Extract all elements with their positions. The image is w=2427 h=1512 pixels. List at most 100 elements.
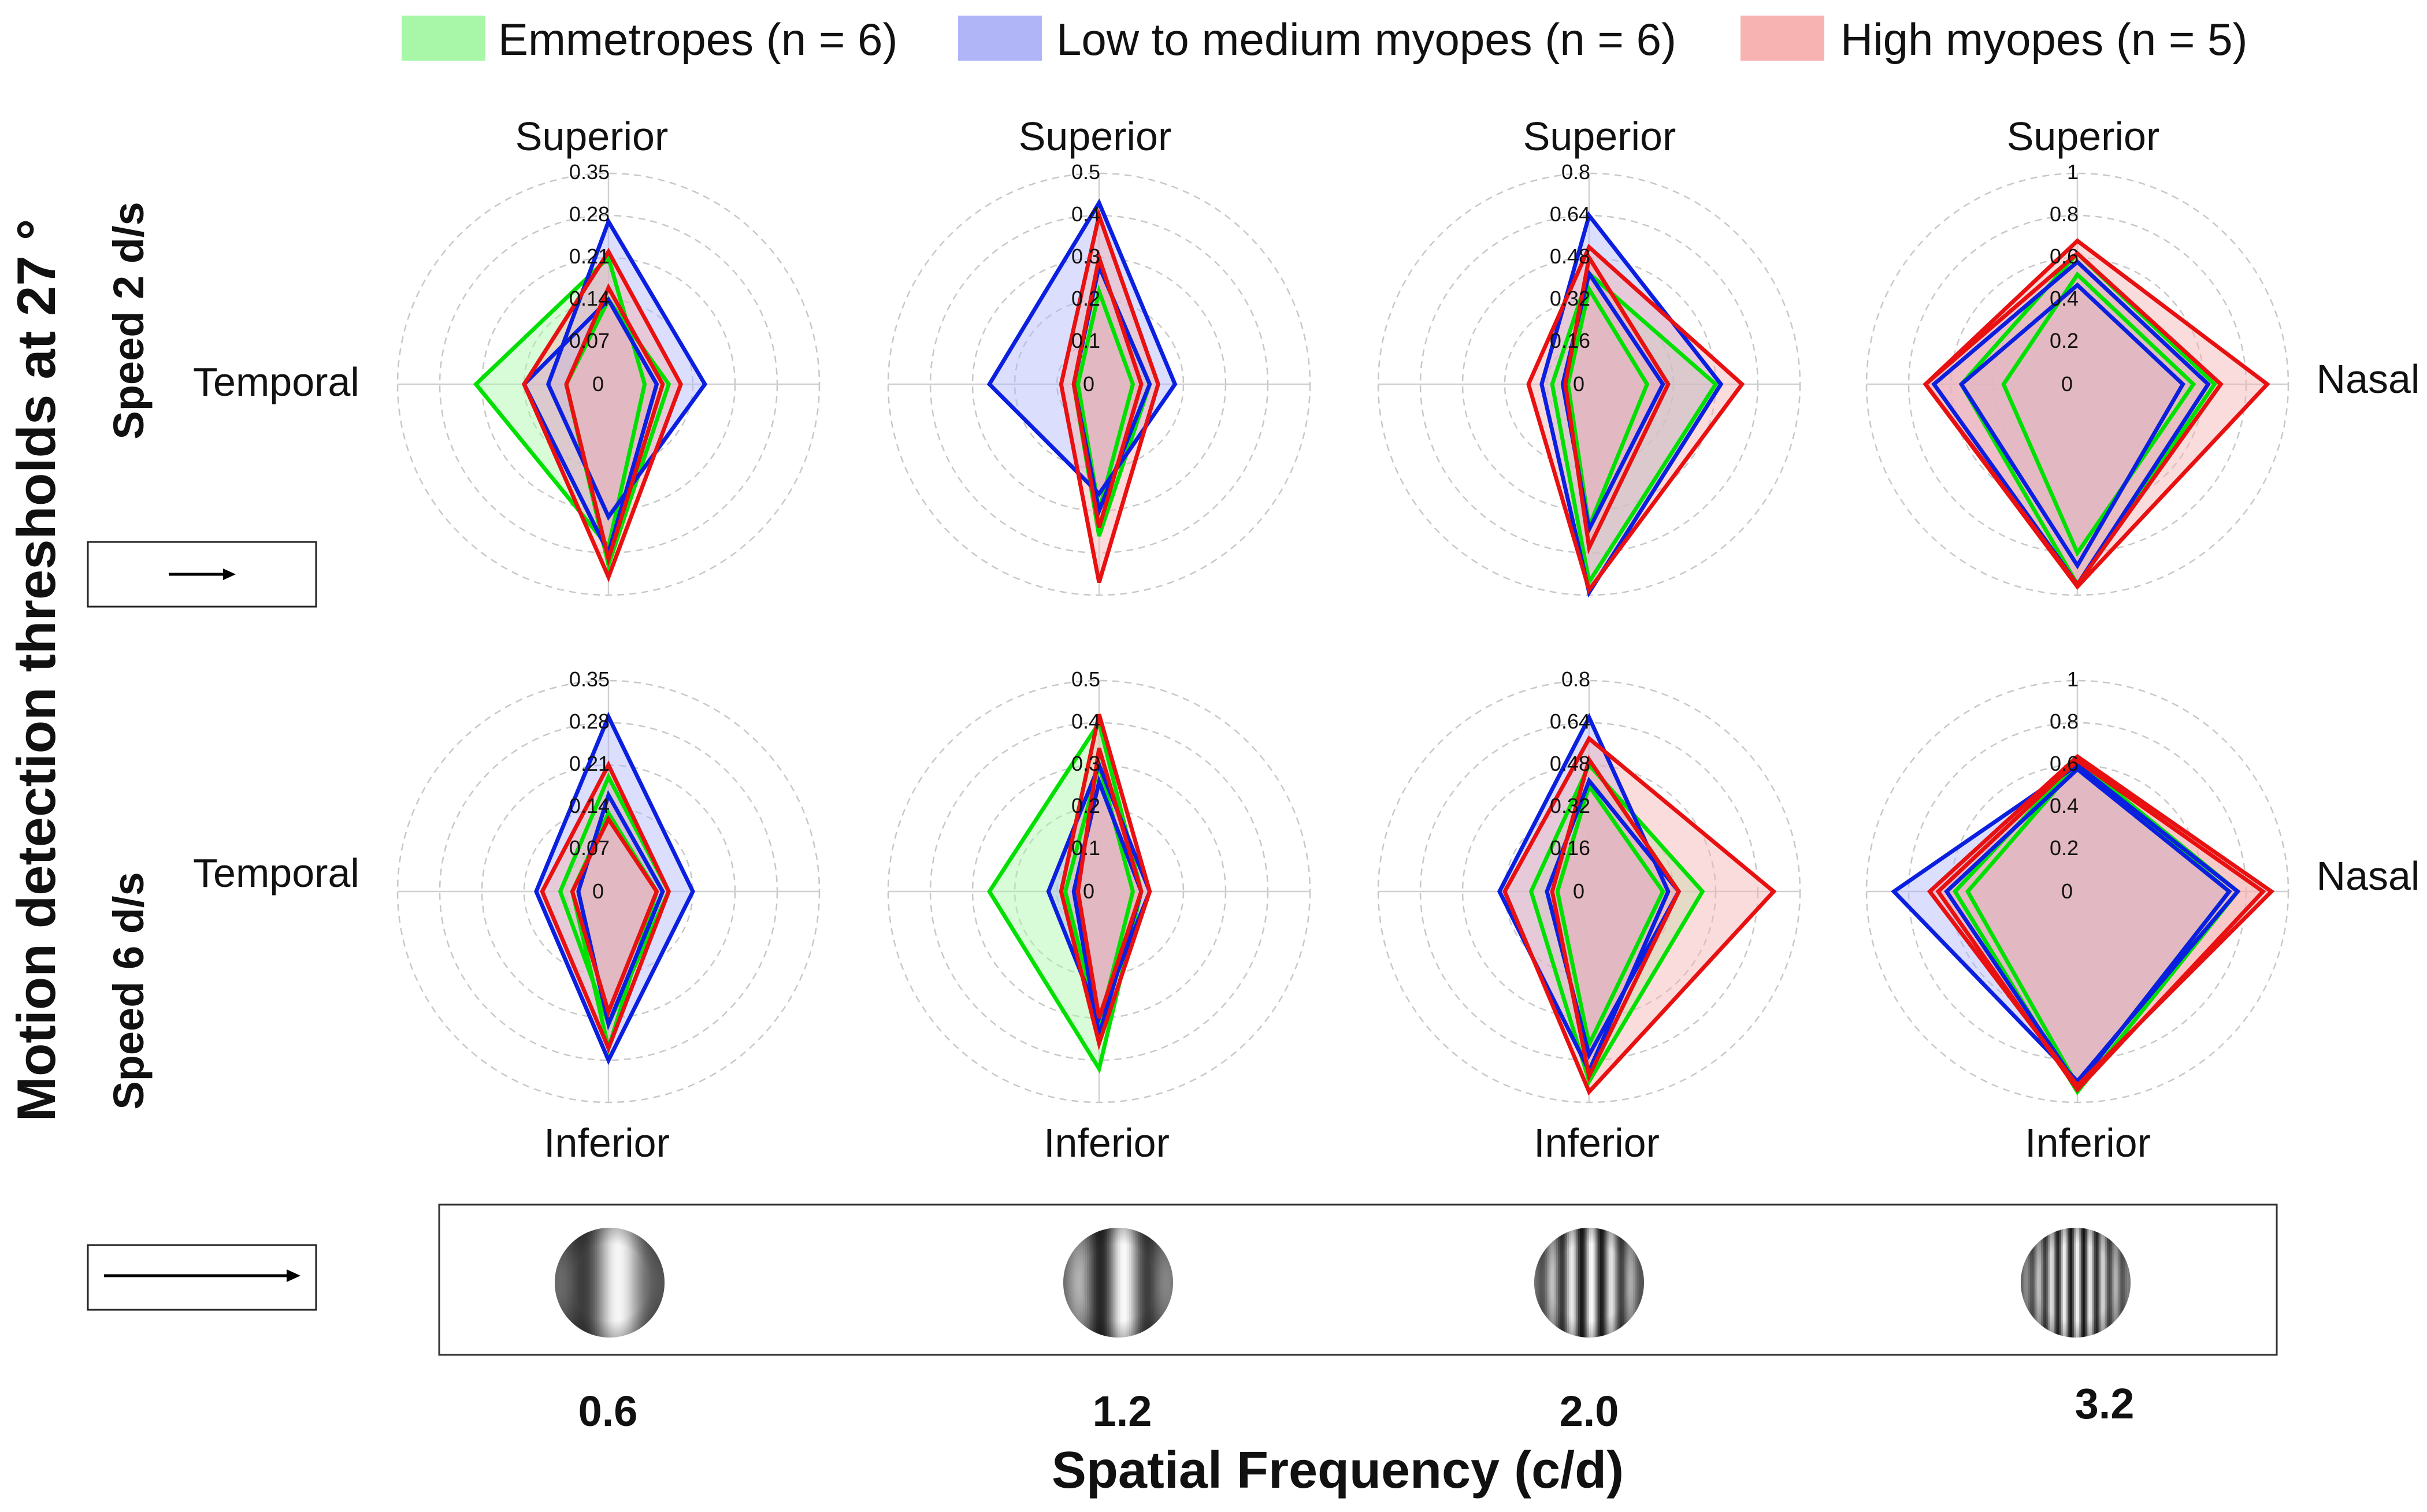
tick-label: 0.16 [1550, 836, 1590, 860]
tick-label: 0.14 [569, 287, 610, 310]
nasal-label-2: Nasal [2317, 853, 2420, 898]
tick-label: 0.07 [569, 836, 610, 860]
tick-label: 0.2 [1071, 287, 1100, 310]
series-fill [1557, 786, 1663, 1045]
direction-box-slow [87, 541, 317, 608]
series-line [1923, 251, 2224, 588]
superior-label-4: Superior [2007, 114, 2160, 159]
superior-label-2: Superior [1019, 114, 1172, 159]
tick-label: 0.1 [1071, 329, 1100, 352]
series-fill [1061, 216, 1159, 583]
series-line [2001, 271, 2196, 558]
series-fill [1938, 760, 2263, 1090]
tick-label: 0 [1573, 879, 1584, 903]
series-fill [1568, 289, 1647, 527]
tick-label: 0 [592, 372, 604, 396]
tick-label: 1 [2067, 160, 2079, 184]
series-line [1563, 252, 1671, 555]
inferior-label-1: Inferior [544, 1120, 670, 1165]
temporal-label-2: Temporal [193, 850, 359, 896]
inferior-label-3: Inferior [1534, 1120, 1660, 1165]
temporal-label-1: Temporal [193, 359, 359, 404]
radar-panel: 0 0.07 0.14 0.21 0.28 0.35 [396, 667, 821, 1104]
series-line [1059, 714, 1152, 1051]
tick-label: 0.4 [1071, 709, 1100, 733]
tick-label: 0 [592, 879, 604, 903]
tick-label: 0.4 [2050, 794, 2079, 818]
tick-label: 0.5 [1071, 160, 1100, 184]
tick-label: 0.1 [1071, 836, 1100, 860]
series-fill [1552, 759, 1679, 1076]
tick-label: 0.21 [569, 752, 610, 775]
direction-arrowhead-short [223, 569, 236, 580]
gabor-patch [2021, 1228, 2131, 1338]
direction-box-fast [87, 1244, 317, 1311]
series-line [1528, 761, 1705, 1087]
nasal-label-1: Nasal [2317, 356, 2420, 402]
series-line [1958, 282, 2185, 570]
sf-value-1-2: 1.2 [1093, 1387, 1152, 1435]
tick-label: 0.5 [1071, 667, 1100, 691]
legend-label-high-myopes: High myopes (n = 5) [1840, 14, 2247, 65]
tick-label: 0.32 [1550, 794, 1590, 818]
series-fill [1563, 273, 1663, 529]
series-fill [1547, 781, 1679, 1055]
sf-value-3-2: 3.2 [2075, 1380, 2135, 1428]
series-fill [1048, 765, 1150, 1018]
tick-label: 0.8 [2050, 202, 2079, 226]
tick-label: 0.35 [569, 160, 610, 184]
tick-label: 0.4 [2050, 287, 2079, 310]
tick-label: 0.21 [569, 244, 610, 268]
tick-label: 0.6 [2050, 752, 2079, 775]
radar-panel: 0 0.07 0.14 0.21 0.28 0.35 [396, 160, 821, 596]
series-fill [548, 221, 705, 517]
series-line [522, 247, 683, 583]
direction-arrowhead-long [287, 1269, 300, 1282]
series-fill [542, 765, 669, 1049]
superior-label-3: Superior [1523, 114, 1676, 159]
tick-label: 0.28 [569, 202, 610, 226]
tick-label: 0 [1083, 372, 1094, 396]
tick-label: 1 [2067, 667, 2079, 691]
tick-label: 0.2 [1071, 794, 1100, 818]
gabor-patch [1063, 1228, 1173, 1338]
tick-label: 0.48 [1550, 752, 1590, 775]
radar-panel: 0 0.1 0.2 0.3 0.4 0.5 [887, 667, 1311, 1104]
tick-label: 0.32 [1550, 287, 1590, 310]
series-line [1891, 762, 2241, 1084]
series-line [986, 198, 1178, 497]
tick-label: 0.2 [2050, 836, 2079, 860]
series-fill [572, 819, 657, 1012]
series-line [1502, 735, 1777, 1096]
gabor-patch [555, 1228, 665, 1338]
series-line [564, 283, 665, 567]
radar-panels: 00.070.140.210.280.3500.10.20.30.40.500.… [396, 160, 2289, 1104]
legend-swatch-emmetropes [402, 16, 485, 61]
tick-label: 0.35 [569, 667, 610, 691]
series-fill [1565, 258, 1668, 548]
series-fill [1925, 253, 2221, 585]
superior-label-1: Superior [515, 114, 669, 159]
tick-label: 0.4 [1071, 202, 1100, 226]
series-line [1526, 243, 1745, 595]
series-line [1927, 753, 2275, 1089]
series-fill [578, 795, 663, 1024]
series-line [534, 712, 695, 1065]
tick-label: 0.2 [2050, 329, 2079, 352]
legend: Emmetropes (n = 6) Low to medium myopes … [402, 14, 2247, 65]
stimulus-strip [438, 1203, 2278, 1356]
x-axis-title: Spatial Frequency (c/d) [1052, 1442, 1624, 1499]
radar-panel: 0 0.2 0.4 0.6 0.8 1 [1865, 160, 2289, 596]
series-fill [1946, 769, 2229, 1086]
legend-swatch-high-myopes [1741, 16, 1824, 61]
radar-panel: 0 0.1 0.2 0.3 0.4 0.5 [887, 160, 1311, 596]
tick-label: 0.64 [1550, 202, 1590, 226]
tick-label: 0.8 [1561, 160, 1590, 184]
row-title-speed-6: Speed 6 d/s [105, 872, 153, 1109]
tick-label: 0.3 [1071, 244, 1100, 268]
gabor-patch [1534, 1228, 1644, 1338]
series-line [570, 815, 659, 1019]
tick-label: 0.8 [1561, 667, 1590, 691]
tick-label: 0 [1573, 372, 1584, 396]
